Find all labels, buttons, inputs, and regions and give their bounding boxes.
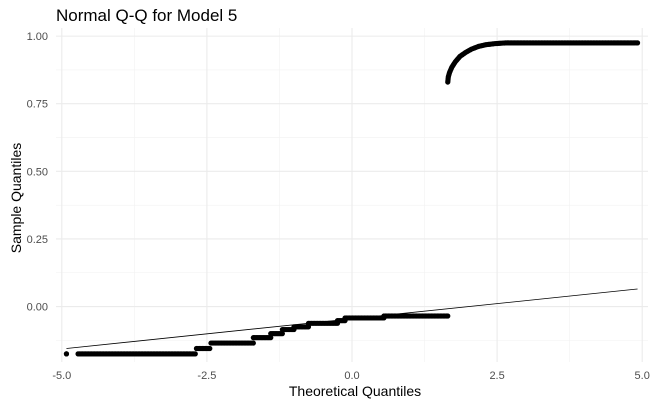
y-tick-label: 0.50 [27, 166, 48, 178]
x-tick-label: -5.0 [52, 370, 71, 382]
x-tick-label: 0.0 [344, 370, 359, 382]
x-axis-label: Theoretical Quantiles [288, 383, 422, 399]
data-points [63, 40, 641, 357]
data-point [63, 351, 70, 357]
data-point [207, 345, 213, 352]
y-tick-label: 0.75 [27, 99, 48, 111]
y-tick-label: 0.25 [27, 234, 48, 246]
data-point [634, 40, 641, 46]
data-point [445, 313, 451, 319]
data-point [192, 351, 198, 357]
y-tick-label: 1.00 [27, 31, 48, 43]
data-point [250, 340, 256, 346]
y-axis-ticks: 0.00 0.25 0.50 0.75 1.00 [27, 31, 48, 313]
grid-lines [56, 28, 648, 362]
chart-title: Normal Q-Q for Model 5 [56, 6, 238, 25]
x-tick-label: 2.5 [489, 370, 504, 382]
data-point [279, 331, 285, 337]
y-tick-label: 0.00 [27, 302, 48, 314]
x-tick-label: -2.5 [197, 370, 216, 382]
data-point [268, 335, 274, 341]
x-tick-label: 5.0 [635, 370, 650, 382]
x-axis-ticks: -5.0 -2.5 0.0 2.5 5.0 [52, 370, 650, 382]
y-axis-label: Sample Quantiles [8, 142, 24, 254]
